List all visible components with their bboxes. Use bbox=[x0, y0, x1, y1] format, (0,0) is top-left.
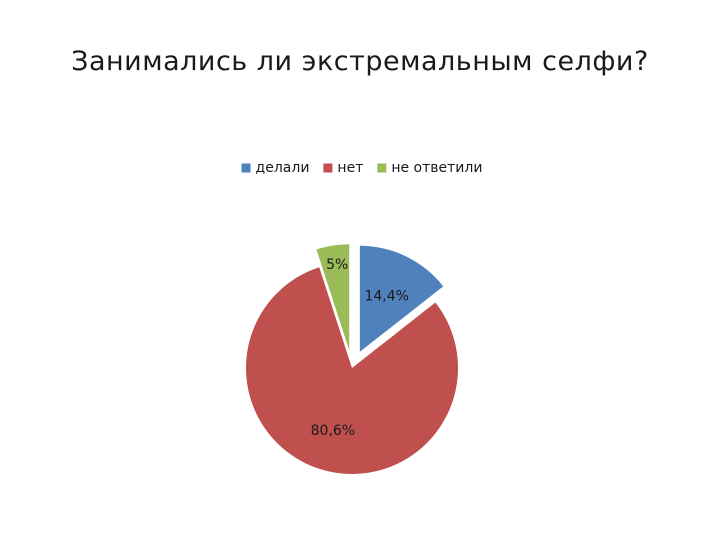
pie-data-labels: 14,4% 80,6% 5% bbox=[311, 257, 409, 439]
pie-slices bbox=[246, 244, 459, 474]
legend-label-2: не ответили bbox=[391, 160, 482, 176]
pie-slice-2 bbox=[316, 244, 350, 351]
legend-swatch-2 bbox=[377, 163, 387, 173]
legend-swatch-1 bbox=[323, 163, 333, 173]
legend-swatch-0 bbox=[241, 163, 251, 173]
pie-slice-0 bbox=[359, 245, 444, 352]
legend-label-1: нет bbox=[337, 160, 363, 176]
pie-slice-1 bbox=[246, 267, 459, 474]
chart-legend: делали нет не ответили bbox=[241, 160, 482, 176]
pie-data-label-1: 80,6% bbox=[311, 423, 355, 439]
pie-data-label-0: 14,4% bbox=[364, 289, 408, 305]
legend-label-0: делали bbox=[256, 160, 310, 176]
pie-data-label-2: 5% bbox=[326, 257, 348, 273]
slide-title: Занимались ли экстремальным селфи? bbox=[71, 46, 649, 77]
